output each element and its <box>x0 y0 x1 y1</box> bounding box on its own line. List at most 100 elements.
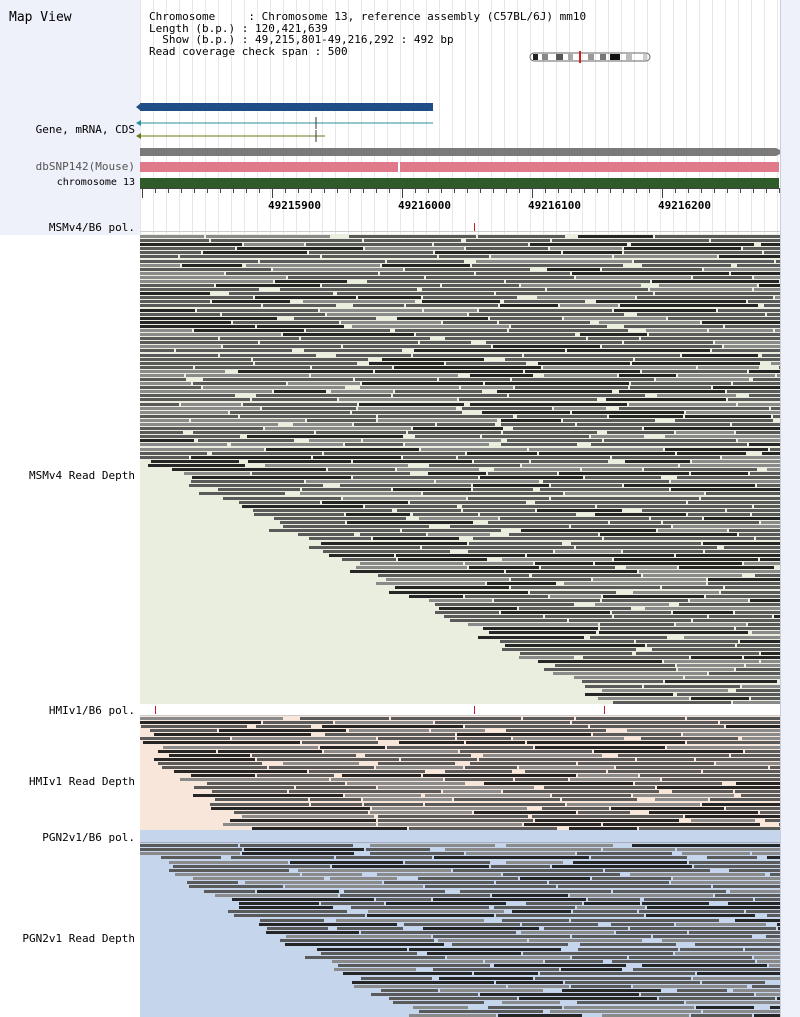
sequence-read <box>678 668 734 671</box>
sequence-read <box>694 865 800 868</box>
sequence-read <box>521 284 641 287</box>
sequence-read <box>538 660 662 663</box>
sequence-read <box>483 754 602 757</box>
sequence-read <box>742 737 800 740</box>
sequence-read <box>345 794 421 797</box>
sequence-read <box>442 284 519 287</box>
sequence-read <box>260 260 385 263</box>
ruler-tick <box>194 188 195 193</box>
pgn-read-stack[interactable] <box>140 843 800 1017</box>
sequence-read <box>524 823 601 826</box>
sequence-read <box>577 1001 684 1004</box>
sequence-read <box>730 890 800 893</box>
sequence-read <box>520 877 590 880</box>
sequence-read <box>215 798 308 801</box>
sequence-read <box>140 300 210 303</box>
sequence-read <box>466 741 525 744</box>
msm-read-stack[interactable] <box>140 234 800 704</box>
sequence-read <box>608 770 701 773</box>
ruler-tick <box>558 188 559 193</box>
sequence-read <box>508 985 569 988</box>
sequence-read <box>748 623 800 626</box>
sequence-read <box>603 823 760 826</box>
sequence-read <box>265 427 411 430</box>
sequence-read <box>616 931 687 934</box>
sequence-read <box>623 550 703 553</box>
sequence-read <box>578 235 653 238</box>
sequence-read <box>140 717 283 720</box>
hmi-pol-track[interactable] <box>140 704 780 716</box>
sequence-read <box>633 591 719 594</box>
sequence-read <box>204 890 255 893</box>
sequence-read <box>231 443 343 446</box>
sequence-read <box>682 354 758 357</box>
sequence-read <box>691 697 749 700</box>
sequence-read <box>567 349 710 352</box>
sequence-read <box>443 321 497 324</box>
sequence-read <box>389 591 528 594</box>
ruler-tick <box>766 188 767 193</box>
sequence-read <box>509 533 598 536</box>
dbsnp-track-label: dbSNP142(Mouse) <box>35 160 135 173</box>
sequence-read <box>321 542 467 545</box>
sequence-read <box>140 411 228 414</box>
sequence-read <box>752 631 800 634</box>
dbsnp-track[interactable] <box>140 161 780 173</box>
sequence-read <box>463 509 535 512</box>
sequence-read <box>458 456 610 459</box>
sequence-read <box>580 943 676 946</box>
sequence-read <box>334 968 416 971</box>
sequence-read <box>751 697 800 700</box>
sequence-read <box>624 484 755 487</box>
sequence-read <box>439 255 489 258</box>
chromosome-track-bar[interactable] <box>140 178 779 188</box>
sidebar-panel <box>0 0 140 235</box>
chromosome-ideogram[interactable] <box>528 51 654 63</box>
sequence-read <box>273 268 403 271</box>
sequence-read <box>614 558 758 561</box>
sequence-read <box>378 786 534 789</box>
sequence-read <box>684 636 785 639</box>
sequence-read <box>363 798 452 801</box>
hmi-read-stack[interactable] <box>140 716 800 830</box>
sequence-read <box>252 472 410 475</box>
sequence-read <box>744 656 800 659</box>
sequence-read <box>577 906 645 909</box>
sequence-read <box>715 894 792 897</box>
sequence-read <box>180 778 329 781</box>
sequence-read <box>419 1010 543 1013</box>
sequence-read <box>493 345 600 348</box>
sequence-read <box>255 362 357 365</box>
sequence-read <box>296 786 376 789</box>
sequence-read <box>728 398 800 401</box>
sequence-read <box>352 411 462 414</box>
sequence-read <box>613 701 731 704</box>
sequence-read <box>549 881 669 884</box>
sequence-read <box>191 480 304 483</box>
pgn-pol-track[interactable] <box>140 830 780 843</box>
sequence-read <box>242 815 374 818</box>
sequence-read <box>502 919 569 922</box>
gene-track[interactable] <box>133 100 443 145</box>
sequence-read <box>140 370 225 373</box>
sequence-read <box>550 247 622 250</box>
sequence-read <box>545 960 603 963</box>
msm-pol-track[interactable] <box>140 221 780 232</box>
sequence-read <box>244 848 364 851</box>
sequence-read <box>633 985 747 988</box>
sequence-read <box>173 865 330 868</box>
sequence-read <box>402 529 501 532</box>
sequence-read <box>257 325 344 328</box>
sequence-read <box>416 333 575 336</box>
sequence-read <box>410 501 526 504</box>
sequence-read <box>689 861 797 864</box>
sequence-read <box>252 398 337 401</box>
sequence-read <box>381 989 438 992</box>
sequence-read <box>195 366 310 369</box>
sequence-read <box>572 411 684 414</box>
sequence-read <box>306 243 432 246</box>
sequence-read <box>428 533 490 536</box>
sequence-read <box>727 509 800 512</box>
length-info: Length (b.p.) : 120,421,639 <box>149 21 328 35</box>
sequence-read <box>433 968 559 971</box>
